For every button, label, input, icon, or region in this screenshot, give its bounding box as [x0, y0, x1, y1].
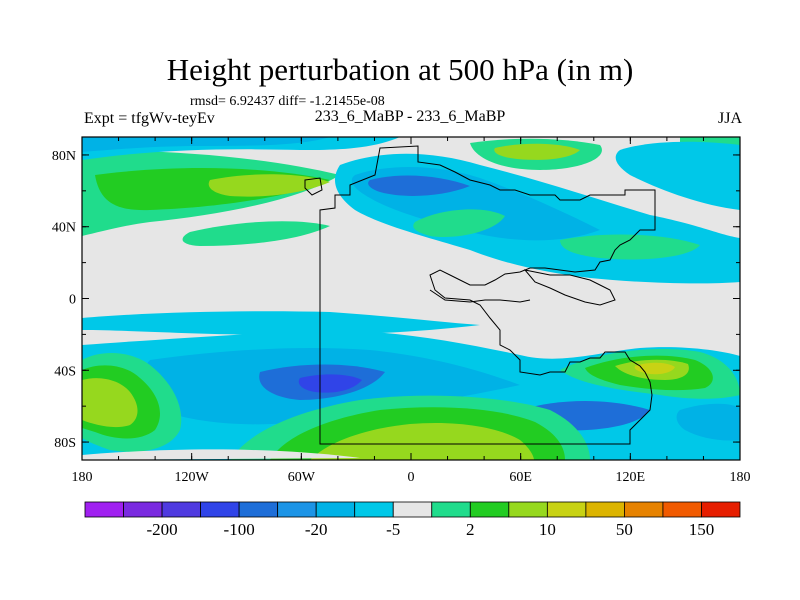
- coastline: [304, 145, 656, 445]
- east-peninsula-outline: [523, 269, 616, 306]
- y-tick-label: 0: [69, 293, 76, 308]
- x-tick-label: 120E: [616, 470, 646, 485]
- colorbar-box: [392, 501, 433, 518]
- colorbar-label: -100: [224, 520, 255, 539]
- colorbar-box: [315, 501, 356, 518]
- x-tick-label: 180: [730, 470, 751, 485]
- colorbar-box: [469, 501, 510, 518]
- colorbar-box: [354, 501, 394, 518]
- x-tick-label: 180: [72, 470, 93, 485]
- antarctic-positive-core: [310, 422, 534, 460]
- north-negative-band-core: [82, 137, 330, 152]
- south-pole-neutral: [82, 449, 360, 460]
- colorbar-box: [701, 501, 741, 518]
- stats-label: rmsd= 6.92437 diff= -1.21455e-08: [190, 94, 385, 109]
- colorbar-box: [662, 501, 702, 518]
- west-positive-arc: [182, 221, 330, 246]
- colorbar-label: -20: [305, 520, 328, 539]
- ring-positive-center: [413, 209, 505, 238]
- colorbar-box: [238, 501, 279, 518]
- colorbar-box: [277, 501, 317, 518]
- x-tick-label: 120W: [175, 470, 210, 485]
- colorbar-label: -200: [146, 520, 177, 539]
- colorbar-label: -5: [386, 520, 400, 539]
- arctic-positive-core: [494, 143, 580, 160]
- colorbar-box: [585, 501, 625, 518]
- central-north-negative-deep: [368, 175, 470, 196]
- experiment-label: Expt = tfgWv-teyEv: [84, 110, 215, 127]
- south-pacific-positive-core: [82, 378, 138, 428]
- northern-island-outline: [304, 177, 323, 196]
- contour-fill: [82, 137, 740, 460]
- tropical-negative-strip: [82, 311, 480, 335]
- y-tick-label: 80N: [52, 149, 76, 164]
- colorbar-label: 50: [616, 520, 633, 539]
- colorbar-label: 150: [689, 520, 715, 539]
- chart-title: Height perturbation at 500 hPa (in m): [166, 52, 634, 87]
- inner-coast-line: [429, 289, 531, 303]
- colorbar-box: [84, 501, 124, 518]
- y-tick-label: 40N: [52, 221, 76, 236]
- colorbar: -200 -100 -20 -5 2 10 50 150: [84, 501, 741, 539]
- colorbar-box: [624, 501, 664, 518]
- north-positive-band-peak: [208, 174, 330, 197]
- y-tick-label: 80S: [54, 436, 76, 451]
- colorbar-label: 10: [539, 520, 556, 539]
- landmass-outline: [319, 145, 656, 445]
- y-axis: 80N 40N 0 40S 80S: [52, 149, 740, 451]
- colorbar-box: [431, 501, 471, 518]
- colorbar-box: [200, 501, 240, 518]
- northeast-negative: [615, 141, 740, 210]
- south-atlantic-negative-deep: [298, 374, 362, 393]
- season-label: JJA: [717, 110, 742, 127]
- colorbar-box: [546, 501, 587, 518]
- x-axis: 180 120W 60W 0 60E 120E 180: [72, 137, 751, 485]
- case-label: 233_6_MaBP - 233_6_MaBP: [314, 108, 506, 125]
- colorbar-box: [161, 501, 201, 518]
- x-tick-label: 0: [408, 470, 415, 485]
- east-positive-patch: [560, 234, 700, 260]
- colorbar-box: [508, 501, 548, 518]
- y-tick-label: 40S: [54, 364, 76, 379]
- x-tick-label: 60E: [509, 470, 532, 485]
- colorbar-label: 2: [466, 520, 475, 539]
- x-tick-label: 60W: [288, 470, 316, 485]
- colorbar-box: [123, 501, 163, 518]
- southeast-negative-patch: [676, 403, 740, 441]
